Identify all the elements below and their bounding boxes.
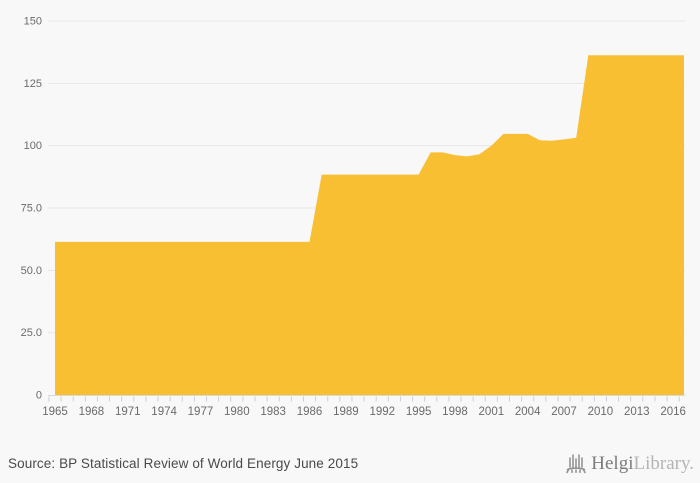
x-axis-label: 1986 — [297, 406, 323, 418]
area-chart: 0 25.0 50.0 75.0 100 125 150 1965 1968 1971 1974 19… — [21, 16, 686, 419]
helgi-library-logo[interactable]: HelgiLibrary. — [564, 451, 694, 475]
x-axis-label: 2016 — [660, 406, 686, 418]
x-axis-label: 1971 — [115, 406, 141, 418]
x-axis-label: 1974 — [151, 406, 177, 418]
y-axis-label: 125 — [24, 78, 42, 90]
x-axis-label: 1977 — [188, 406, 214, 418]
y-axis-label: 100 — [24, 140, 42, 152]
x-axis-label: 2013 — [624, 406, 650, 418]
area-series — [55, 55, 684, 395]
x-axis-label: 1992 — [369, 406, 395, 418]
logo-wordmark: HelgiLibrary. — [591, 454, 694, 473]
x-axis-label: 1983 — [260, 406, 286, 418]
logo-text-library: Library. — [633, 452, 695, 474]
x-axis-label: 1995 — [406, 406, 432, 418]
x-axis-label: 2001 — [479, 406, 505, 418]
x-axis-label: 1968 — [79, 406, 105, 418]
x-axis-label: 2007 — [551, 406, 577, 418]
x-axis-label: 2004 — [515, 406, 541, 418]
y-axis-label: 150 — [24, 16, 42, 28]
bridge-bars-icon — [564, 451, 587, 475]
x-axis-label: 1989 — [333, 406, 359, 418]
x-axis-label: 1998 — [442, 406, 468, 418]
chart-footer: Source: BP Statistical Review of World E… — [0, 447, 700, 479]
x-axis-label: 2010 — [588, 406, 614, 418]
logo-text-helgi: Helgi — [591, 452, 634, 474]
y-axis-label: 50.0 — [21, 265, 42, 277]
x-axis-label: 1980 — [224, 406, 250, 418]
y-axis-label: 75.0 — [21, 203, 42, 215]
y-axis-label: 25.0 — [21, 327, 42, 339]
y-axis-label: 0 — [36, 390, 42, 402]
source-credit: Source: BP Statistical Review of World E… — [8, 455, 359, 471]
x-axis-label: 1965 — [42, 406, 68, 418]
